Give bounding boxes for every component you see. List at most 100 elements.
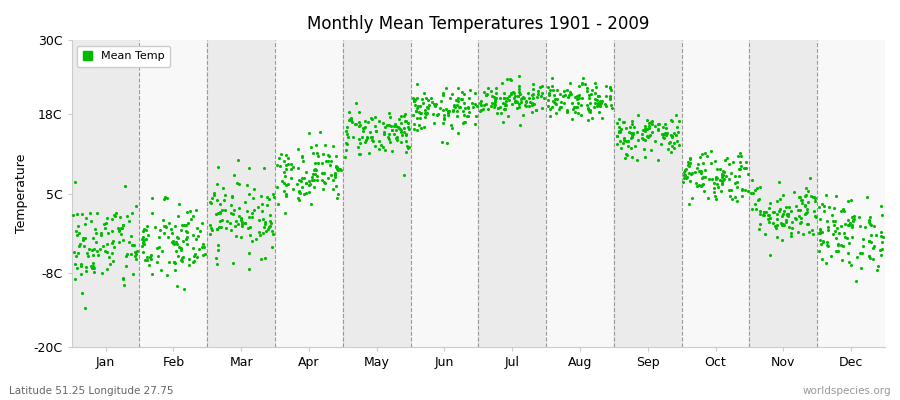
Point: [356, 124, 371, 131]
Point: [655, 131, 670, 137]
Point: [156, 217, 170, 224]
Point: [77, 304, 92, 311]
Point: [554, 104, 569, 111]
Point: [689, 183, 704, 189]
Point: [610, 132, 625, 139]
Point: [472, 100, 487, 106]
Point: [522, 102, 536, 109]
Point: [867, 243, 881, 249]
Point: [397, 125, 411, 131]
Point: [800, 221, 814, 227]
Point: [89, 238, 104, 245]
Point: [484, 88, 499, 94]
Point: [550, 96, 564, 103]
Point: [777, 222, 791, 228]
Point: [436, 107, 450, 113]
Point: [526, 90, 540, 97]
Point: [113, 214, 128, 220]
Point: [701, 194, 716, 201]
Point: [179, 240, 194, 247]
Point: [169, 247, 184, 254]
Point: [463, 86, 477, 93]
Point: [508, 90, 522, 96]
Point: [266, 191, 281, 198]
Point: [98, 248, 112, 254]
Point: [83, 210, 97, 216]
Point: [682, 154, 697, 161]
Point: [413, 110, 428, 116]
Point: [233, 234, 248, 240]
Point: [567, 94, 581, 100]
Point: [510, 104, 525, 111]
Point: [203, 198, 218, 205]
Point: [309, 142, 323, 148]
Point: [80, 249, 94, 256]
Point: [99, 220, 113, 226]
Point: [598, 83, 613, 89]
Point: [813, 216, 827, 222]
Point: [148, 224, 162, 230]
Point: [620, 152, 634, 159]
Point: [338, 128, 353, 134]
Point: [856, 236, 870, 242]
Point: [785, 225, 799, 231]
Point: [866, 255, 880, 262]
Point: [589, 80, 603, 86]
Point: [846, 218, 860, 224]
Point: [225, 193, 239, 200]
Point: [299, 180, 313, 186]
Point: [616, 118, 630, 125]
Point: [780, 211, 795, 218]
Point: [508, 92, 522, 99]
Point: [659, 125, 673, 131]
Point: [230, 180, 244, 186]
Point: [816, 202, 831, 209]
Point: [434, 98, 448, 104]
Point: [696, 160, 710, 166]
Point: [640, 117, 654, 123]
Point: [642, 133, 656, 140]
Point: [179, 234, 194, 240]
Point: [683, 160, 698, 166]
Point: [642, 125, 656, 131]
Point: [621, 143, 635, 149]
Point: [613, 128, 627, 134]
Point: [691, 161, 706, 168]
Point: [856, 243, 870, 249]
Point: [278, 166, 293, 172]
Point: [802, 229, 816, 236]
Point: [430, 112, 445, 118]
Point: [651, 121, 665, 127]
Point: [417, 90, 431, 96]
Point: [215, 206, 230, 213]
Point: [292, 177, 306, 183]
Point: [658, 129, 672, 136]
Point: [753, 208, 768, 214]
Point: [603, 85, 617, 91]
Point: [365, 136, 380, 143]
Point: [137, 237, 151, 243]
Point: [787, 189, 801, 196]
Point: [357, 139, 372, 146]
Point: [587, 103, 601, 110]
Point: [827, 204, 842, 211]
Point: [625, 154, 639, 160]
Point: [663, 117, 678, 123]
Point: [621, 138, 635, 144]
Point: [612, 116, 626, 123]
Point: [695, 175, 709, 181]
Point: [76, 236, 90, 243]
Point: [149, 258, 164, 265]
Point: [713, 177, 727, 183]
Point: [213, 201, 228, 208]
Point: [284, 174, 299, 181]
Point: [651, 127, 665, 133]
Point: [595, 98, 609, 104]
Point: [781, 211, 796, 218]
Point: [451, 84, 465, 91]
Point: [265, 228, 279, 234]
Point: [702, 176, 716, 182]
Point: [869, 232, 884, 238]
Point: [339, 124, 354, 130]
Point: [752, 226, 767, 232]
